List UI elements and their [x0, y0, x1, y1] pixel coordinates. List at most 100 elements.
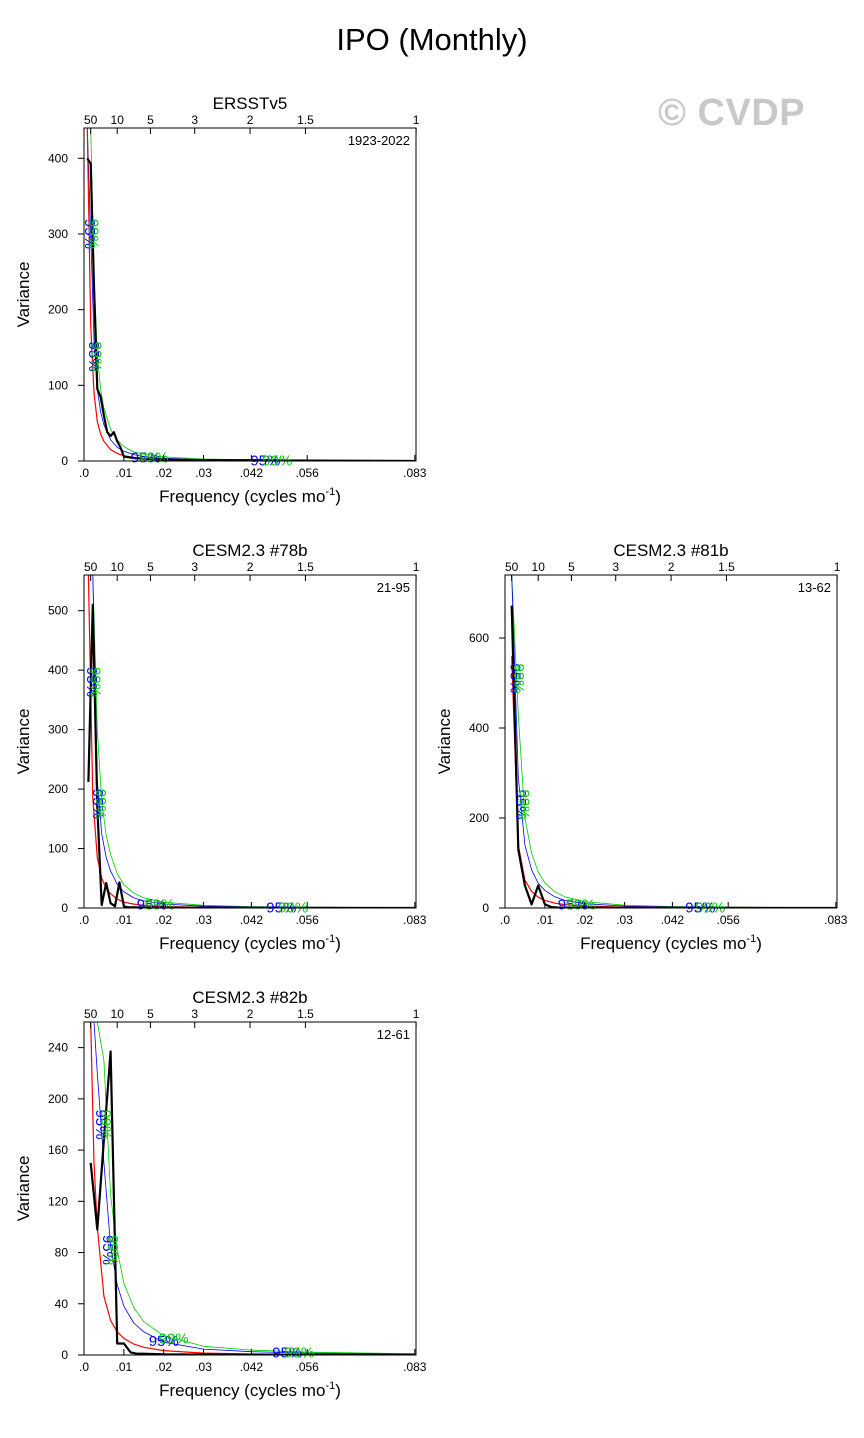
chart-3-title: CESM2.3 #82b	[192, 988, 307, 1007]
chart-0-ylabel: Variance	[14, 262, 33, 328]
chart-3-xtick-label-6: .083	[403, 1360, 427, 1374]
chart-0-annotation-5: 99%	[139, 450, 169, 467]
chart-0-toptick-label-5: 1.5	[297, 113, 314, 127]
chart-2-ytick-label-0: 0	[482, 901, 489, 915]
chart-1-annotation-4: 95%	[137, 897, 167, 914]
chart-0-xtick-label-0: .0	[79, 466, 89, 480]
chart-2-toptick-label-1: 10	[532, 560, 546, 574]
chart-1-title: CESM2.3 #78b	[192, 541, 307, 560]
chart-3-series-group	[87, 1022, 415, 1355]
chart-2-toptick-label-2: 5	[568, 560, 575, 574]
chart-2-series-red-noise	[511, 655, 836, 908]
chart-2-xlabel-close: )	[756, 934, 762, 953]
chart-3-xlabel-main: Frequency (cycles mo	[159, 1381, 325, 1400]
chart-3-xtick-label-2: .02	[155, 1360, 172, 1374]
chart-1-xtick-label-2: .02	[155, 913, 172, 927]
chart-1-xtick-label-3: .03	[195, 913, 212, 927]
chart-0-series-95pct	[86, 128, 415, 461]
chart-2-xlabel: Frequency (cycles mo-1)	[580, 933, 762, 953]
chart-2-annotation-3: 99%	[515, 789, 532, 819]
chart-2-toptick-label-6: 1	[834, 560, 841, 574]
chart-3-annotation-1: 99%	[97, 1109, 114, 1139]
chart-3-toptick-label-4: 2	[247, 1007, 254, 1021]
chart-0-toptick-label-3: 3	[191, 113, 198, 127]
chart-3-toptick-label-6: 1	[413, 1007, 420, 1021]
chart-2-xlabel-sup: -1	[746, 933, 756, 945]
chart-panel-ersstv5: 95%99%95%99%95%99% 95%99%.0.01.02.03.042.…	[14, 94, 427, 506]
chart-2-series-99pct	[511, 575, 836, 908]
chart-2-xtick-label-5: .056	[717, 913, 741, 927]
chart-1-toptick-label-0: 50	[84, 560, 98, 574]
cvdp-watermark: © CVDP	[658, 92, 806, 134]
chart-1-series-group	[87, 575, 415, 908]
chart-1-ylabel: Variance	[14, 709, 33, 775]
chart-1-annotation-2: 95%	[89, 789, 106, 819]
chart-0-toptick-label-6: 1	[413, 113, 420, 127]
chart-0-ytick-label-0: 0	[61, 454, 68, 468]
chart-0-xtick-label-6: .083	[403, 466, 427, 480]
chart-2-toptick-label-3: 3	[612, 560, 619, 574]
chart-0-series-99pct	[87, 128, 415, 461]
chart-3-xlabel-close: )	[335, 1381, 341, 1400]
chart-1-toptick-label-1: 10	[111, 560, 125, 574]
chart-2-title: CESM2.3 #81b	[613, 541, 728, 560]
chart-0-annotation-4: 95%	[131, 450, 161, 467]
chart-0-annotation-0: 95%	[81, 219, 98, 249]
chart-panel-cesm-78b: 95%99%95%99%95%99% 95%99%.0.01.02.03.042.…	[14, 541, 427, 953]
chart-3-toptick-label-1: 10	[111, 1007, 125, 1021]
chart-3-annotation-4: 95%	[149, 1333, 179, 1350]
chart-1-annotation-1: 99%	[86, 667, 103, 697]
chart-1-series-spectrum	[87, 603, 415, 908]
chart-3-xtick-label-3: .03	[195, 1360, 212, 1374]
chart-1-xtick-label-5: .056	[296, 913, 320, 927]
chart-1-ytick-label-2: 200	[48, 782, 68, 796]
chart-2-annotation-4: 95%	[558, 897, 588, 914]
chart-3-period-label: 12-61	[377, 1027, 410, 1042]
chart-2-ytick-label-2: 400	[469, 721, 489, 735]
chart-2-xtick-label-4: .042	[661, 913, 685, 927]
chart-1-annotation-5: 99%	[145, 897, 175, 914]
chart-1-plot-frame	[83, 574, 417, 909]
chart-2-toptick-label-0: 50	[505, 560, 519, 574]
chart-0-toptick-label-2: 5	[147, 113, 154, 127]
chart-3-annotation-0: 95%	[92, 1109, 109, 1139]
chart-1-ytick-label-1: 100	[48, 842, 68, 856]
chart-0-ytick-label-4: 400	[48, 151, 68, 165]
chart-0-annotation-3: 99%	[88, 342, 105, 372]
chart-0-ytick-label-1: 100	[48, 378, 68, 392]
chart-3-toptick-label-0: 50	[84, 1007, 98, 1021]
chart-2-toptick-label-4: 2	[668, 560, 675, 574]
chart-2-ylabel: Variance	[435, 709, 454, 775]
main-title: IPO (Monthly)	[336, 22, 528, 57]
chart-3-series-95pct	[90, 1022, 415, 1355]
chart-0-xtick-label-4: .042	[240, 466, 264, 480]
chart-1-xlabel-close: )	[335, 934, 341, 953]
chart-1-ytick-label-3: 300	[48, 723, 68, 737]
chart-3-series-spectrum	[89, 1050, 415, 1355]
chart-1-xtick-label-0: .0	[79, 913, 89, 927]
chart-2-xtick-label-0: .0	[500, 913, 510, 927]
chart-3-ytick-label-5: 200	[48, 1092, 68, 1106]
chart-1-series-red-noise	[87, 575, 415, 908]
chart-1-toptick-label-2: 5	[147, 560, 154, 574]
chart-0-annotation-1: 99%	[84, 219, 101, 249]
chart-3-ytick-label-3: 120	[48, 1194, 68, 1208]
chart-1-toptick-label-5: 1.5	[297, 560, 314, 574]
chart-1-toptick-label-4: 2	[247, 560, 254, 574]
chart-2-xtick-label-6: .083	[824, 913, 848, 927]
chart-0-series-red-noise	[86, 128, 415, 461]
chart-1-series-95pct	[88, 575, 415, 908]
chart-3-ytick-label-4: 160	[48, 1143, 68, 1157]
chart-3-ytick-label-6: 240	[48, 1041, 68, 1055]
chart-panel-cesm-82b: 95%99%95%99%95%99%95%99%.0.01.02.03.042.…	[14, 988, 427, 1400]
chart-2-annotation-2: 95%	[512, 789, 529, 819]
chart-1-xlabel-sup: -1	[325, 933, 335, 945]
chart-0-xlabel-sup: -1	[325, 486, 335, 498]
chart-1-ytick-label-5: 500	[48, 604, 68, 618]
chart-3-series-red-noise	[87, 1022, 415, 1355]
chart-3-annotation-5: 99%	[159, 1331, 189, 1348]
chart-3-toptick-label-2: 5	[147, 1007, 154, 1021]
chart-1-series-99pct	[88, 575, 415, 908]
chart-2-period-label: 13-62	[798, 580, 831, 595]
chart-3-plot-frame	[83, 1021, 417, 1356]
